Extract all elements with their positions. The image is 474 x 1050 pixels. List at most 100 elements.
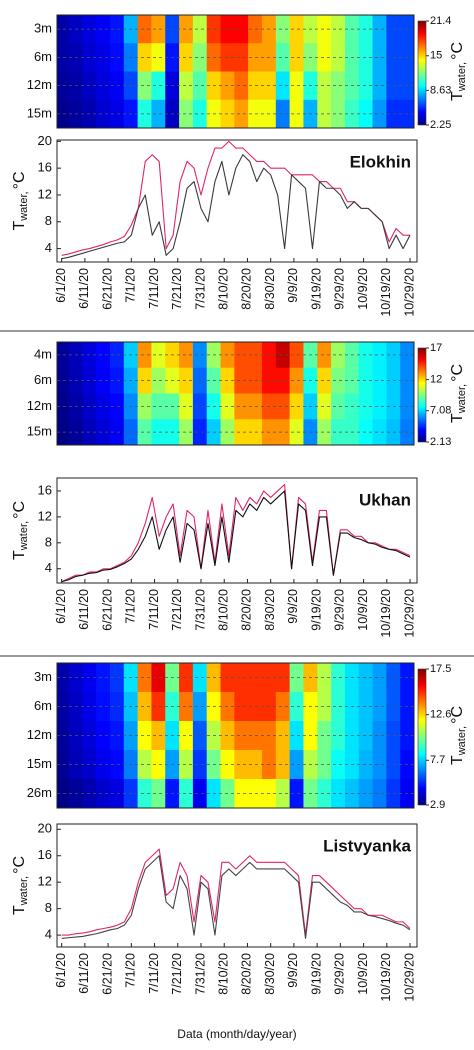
colorbar-tick-label: 21.4 xyxy=(430,15,451,27)
label-symbol: T xyxy=(449,91,466,101)
heat-cell xyxy=(192,779,208,809)
depth-label: 6m xyxy=(34,49,52,64)
heat-cell xyxy=(234,393,249,420)
heat-cell xyxy=(151,99,166,129)
y-tick-label: 12 xyxy=(38,186,52,201)
heat-cell xyxy=(137,71,152,101)
heat-cell xyxy=(137,419,152,446)
series-line xyxy=(61,483,411,583)
heat-cell xyxy=(372,750,387,780)
depth-label: 12m xyxy=(27,398,52,413)
heat-cell xyxy=(96,71,111,101)
label-subscript: water, xyxy=(18,191,30,221)
heat-cell xyxy=(275,663,291,693)
heat-cell xyxy=(289,750,304,780)
x-tick-label: 8/20/20 xyxy=(240,953,254,995)
x-tick-label: 10/29/20 xyxy=(402,268,416,317)
heat-cell xyxy=(317,71,332,101)
heat-cell xyxy=(372,342,387,369)
heat-cell xyxy=(234,419,249,446)
x-tick-label: 7/31/20 xyxy=(193,589,207,631)
heat-cell xyxy=(372,393,387,420)
heat-cell xyxy=(275,692,291,722)
heat-cell xyxy=(151,750,166,780)
heat-cell xyxy=(234,43,249,72)
x-tick-label: 9/29/20 xyxy=(333,268,347,310)
heat-cell xyxy=(289,663,304,693)
heat-cell xyxy=(179,663,194,693)
heat-cell xyxy=(179,342,194,369)
heat-cell xyxy=(192,721,208,751)
x-tick-label: 7/21/20 xyxy=(170,589,184,631)
y-tick-label: 16 xyxy=(38,160,52,175)
heat-cell xyxy=(275,367,291,394)
heat-cell xyxy=(137,750,152,780)
axis-label: Twater, °C xyxy=(11,501,30,560)
heat-cell xyxy=(317,342,332,369)
x-tick-label: 6/21/20 xyxy=(100,268,114,310)
heat-cell xyxy=(317,692,332,722)
heatmap-frame xyxy=(56,14,415,129)
heat-cell xyxy=(372,419,387,446)
heat-cell xyxy=(151,71,166,101)
heat-cell xyxy=(179,779,194,809)
heat-cell xyxy=(96,750,111,780)
heat-cell xyxy=(151,692,166,722)
heat-cell xyxy=(317,367,332,394)
heat-cell xyxy=(151,393,166,420)
heat-cell xyxy=(289,721,304,751)
x-tick-label: 10/9/20 xyxy=(356,268,370,310)
heat-cell xyxy=(96,779,111,809)
heat-cell xyxy=(137,367,152,394)
heat-cell xyxy=(331,692,346,722)
depth-label: 26m xyxy=(27,785,52,800)
label-symbol: T xyxy=(449,755,466,765)
heat-cell xyxy=(317,419,332,446)
x-tick-label: 7/1/20 xyxy=(124,268,138,303)
heat-cell xyxy=(137,663,152,693)
series-line xyxy=(61,154,411,260)
heat-cell xyxy=(275,342,291,369)
heat-cell xyxy=(179,99,194,129)
x-axis-label: Data (month/day/year) xyxy=(177,1027,296,1041)
x-tick-label: 9/19/20 xyxy=(309,268,323,310)
y-tick-label: 20 xyxy=(38,133,52,148)
heat-cell xyxy=(317,43,332,72)
x-tick-label: 6/1/20 xyxy=(54,589,68,624)
heat-cell xyxy=(234,692,249,722)
label-unit: °C xyxy=(449,706,466,724)
x-tick-label: 8/30/20 xyxy=(263,953,277,995)
heat-cell xyxy=(151,419,166,446)
depth-label: 6m xyxy=(34,372,52,387)
label-subscript: water, xyxy=(18,521,30,551)
x-tick-label: 6/11/20 xyxy=(77,268,91,309)
heat-cell xyxy=(192,342,208,369)
chart-title: Elokhin xyxy=(350,152,411,171)
colorbar-tick-label: 2.9 xyxy=(430,799,445,811)
heat-cell xyxy=(192,99,208,129)
x-tick-label: 8/10/20 xyxy=(217,589,231,631)
heat-cell xyxy=(234,15,249,44)
chart-title: Ukhan xyxy=(359,490,411,509)
x-tick-label: 7/11/20 xyxy=(147,953,161,994)
heat-cell xyxy=(151,367,166,394)
y-tick-label: 4 xyxy=(45,560,52,575)
series-line xyxy=(61,140,411,256)
x-tick-label: 7/1/20 xyxy=(124,589,138,624)
heat-cell xyxy=(317,15,332,44)
x-tick-label: 8/10/20 xyxy=(217,953,231,995)
series-line xyxy=(61,490,411,583)
heat-cell xyxy=(151,342,166,369)
heat-cell xyxy=(192,71,208,101)
heat-cell xyxy=(179,367,194,394)
y-tick-label: 8 xyxy=(45,213,52,228)
heat-cell xyxy=(275,419,291,446)
heat-cell xyxy=(275,750,291,780)
heat-cell xyxy=(331,663,346,693)
heat-cell xyxy=(331,779,346,809)
heat-cell xyxy=(179,750,194,780)
colorbar xyxy=(417,20,427,126)
heat-cell xyxy=(192,367,208,394)
chart-title: Listvyanka xyxy=(323,836,411,855)
